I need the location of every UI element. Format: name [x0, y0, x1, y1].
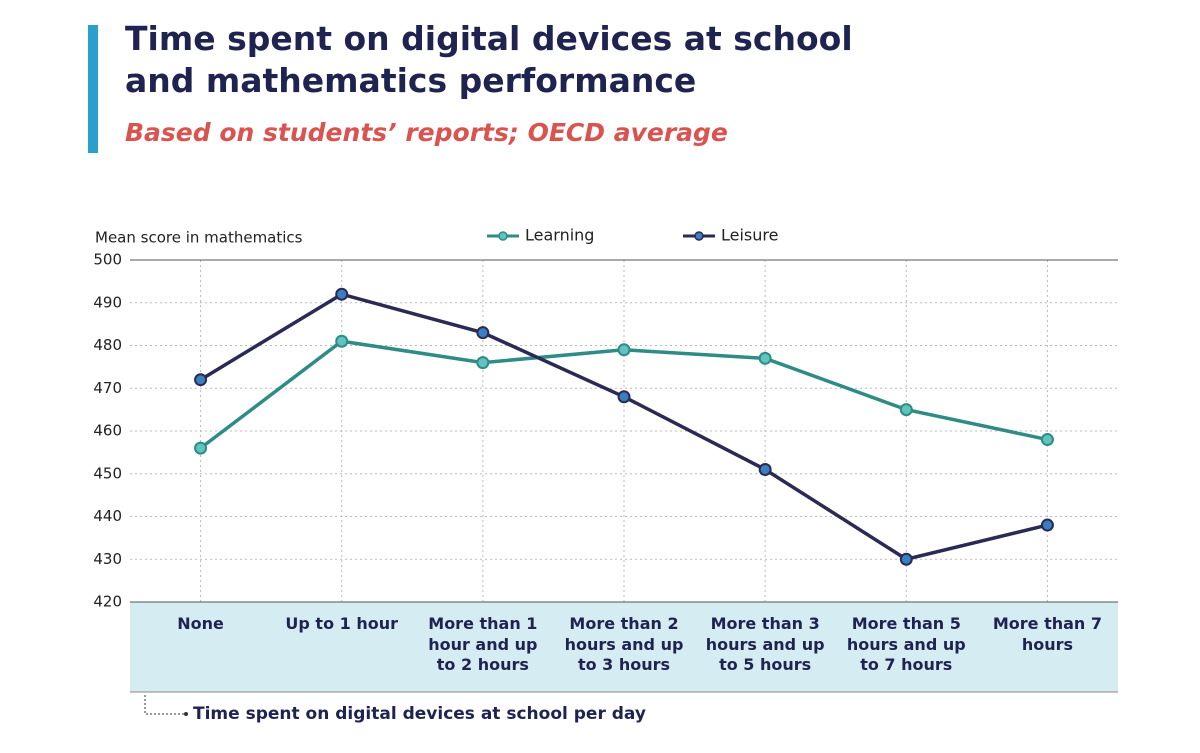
title-accent — [88, 25, 98, 153]
legend-label: Learning — [525, 226, 594, 245]
connector-dot — [184, 712, 188, 716]
x-axis-band — [130, 602, 1118, 692]
x-tick-label: Up to 1 hour — [285, 614, 398, 633]
y-tick-label: 470 — [93, 379, 122, 397]
legend-label: Leisure — [721, 226, 778, 245]
x-label-connector — [144, 695, 185, 715]
legend-marker — [694, 231, 704, 241]
data-point — [335, 334, 349, 348]
data-point — [1040, 518, 1054, 532]
data-point — [476, 326, 490, 340]
x-axis-title: Time spent on digital devices at school … — [193, 704, 646, 724]
y-tick-label: 490 — [93, 293, 122, 311]
y-tick-label: 480 — [93, 336, 122, 354]
chart-title: Time spent on digital devices at school … — [125, 19, 853, 100]
data-point — [617, 343, 631, 357]
data-point — [758, 462, 772, 476]
x-tick-label: More than 5 hours and up to 7 hours — [846, 614, 966, 674]
chart-subtitle: Based on students’ reports; OECD average — [125, 118, 728, 147]
y-tick-label: 460 — [93, 422, 122, 440]
x-tick-label: More than 3 hours and up to 5 hours — [705, 614, 825, 674]
x-tick-label: More than 7 hours — [992, 614, 1102, 654]
y-tick-label: 420 — [93, 593, 122, 611]
x-tick-label: More than 1 hour and up to 2 hours — [428, 614, 538, 674]
data-point — [476, 356, 490, 370]
x-tick-label: None — [177, 614, 224, 633]
x-tick-label: More than 2 hours and up to 3 hours — [564, 614, 684, 674]
data-point — [899, 552, 913, 566]
y-tick-label: 450 — [93, 464, 122, 482]
legend-marker — [498, 231, 508, 241]
data-point — [335, 287, 349, 301]
data-point — [617, 390, 631, 404]
y-tick-label: 440 — [93, 507, 122, 525]
data-point — [194, 441, 208, 455]
data-point — [758, 351, 772, 365]
y-tick-label: 500 — [93, 251, 122, 269]
y-tick-label: 430 — [93, 550, 122, 568]
data-point — [194, 373, 208, 387]
data-point — [1040, 433, 1054, 447]
y-axis-title: Mean score in mathematics — [95, 229, 303, 247]
data-point — [899, 403, 913, 417]
